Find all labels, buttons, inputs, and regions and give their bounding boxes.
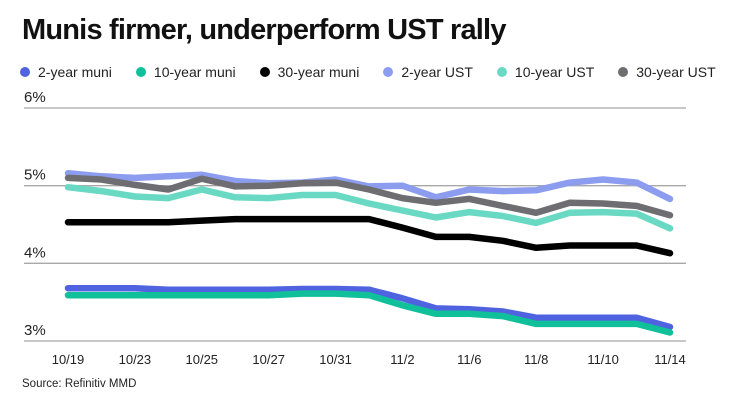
legend-item: 10-year UST — [496, 64, 595, 80]
x-tick-label: 11/2 — [390, 352, 414, 367]
legend-item: 2-year UST — [383, 64, 473, 80]
legend-dot-icon — [259, 67, 270, 77]
legend-dot-icon — [135, 67, 146, 77]
series-line-2-year-muni — [64, 284, 674, 331]
source-note: Source: Refinitiv MMD — [22, 378, 137, 390]
legend-label: 30-year UST — [636, 64, 716, 80]
legend-label: 10-year UST — [514, 64, 595, 80]
x-tick-label: 10/23 — [119, 352, 152, 367]
legend-dot-icon — [618, 67, 629, 77]
series-line-10-year-muni — [64, 290, 674, 336]
y-tick-label: 3% — [24, 322, 46, 339]
legend-item: 30-year UST — [618, 64, 716, 80]
x-tick-label: 10/19 — [52, 352, 85, 367]
y-tick-label: 6% — [24, 89, 46, 106]
series-line-30-year-muni — [64, 215, 674, 257]
legend-label: 2-year UST — [401, 64, 473, 80]
legend-label: 2-year muni — [38, 64, 112, 80]
legend-dot-icon — [383, 67, 394, 77]
legend-label: 30-year muni — [277, 64, 360, 80]
y-tick-label: 4% — [24, 244, 46, 261]
legend-item: 2-year muni — [20, 64, 112, 80]
series-line-30-year-ust — [64, 174, 674, 219]
chart-title: Munis firmer, underperform UST rally — [22, 14, 506, 46]
y-tick-label: 5% — [24, 167, 46, 184]
legend-item: 10-year muni — [135, 64, 236, 80]
legend-dot-icon — [20, 67, 30, 77]
x-tick-label: 11/8 — [524, 352, 548, 367]
x-tick-label: 10/25 — [186, 352, 219, 367]
x-tick-label: 11/10 — [587, 352, 619, 367]
x-tick-label: 10/31 — [319, 352, 352, 367]
legend-label: 10-year muni — [153, 64, 236, 80]
series-line-10-year-ust — [64, 183, 674, 232]
x-tick-label: 11/6 — [457, 352, 481, 367]
x-tick-label: 10/27 — [252, 352, 285, 367]
legend: 2-year muni 10-year muni 30-year muni 2-yea… — [20, 64, 740, 80]
x-tick-label: 11/14 — [654, 352, 686, 367]
legend-item: 30-year muni — [259, 64, 360, 80]
legend-dot-icon — [496, 67, 507, 77]
